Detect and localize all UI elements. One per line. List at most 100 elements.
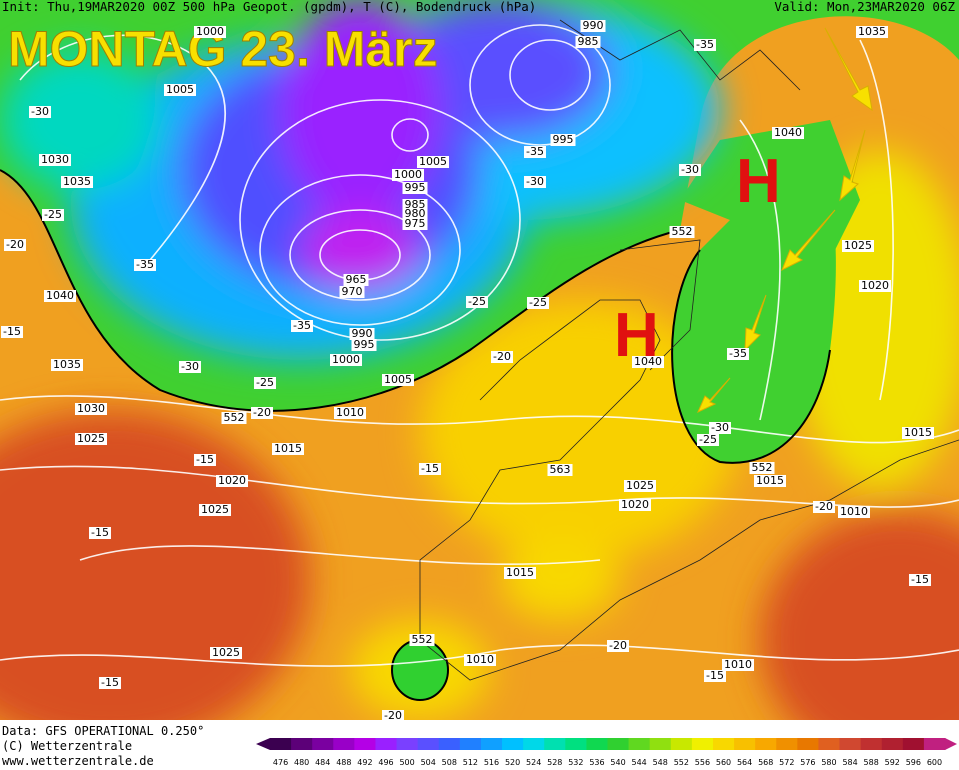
contour-label-box <box>772 127 804 139</box>
contour-label: -20 <box>609 639 627 652</box>
contour-label-box <box>291 320 313 332</box>
contour-label: -25 <box>468 295 486 308</box>
contour-label: 552 <box>412 633 433 646</box>
colorbar-tick-label: 572 <box>779 758 794 767</box>
contour-label-box <box>550 134 576 146</box>
contour-label-box <box>216 475 248 487</box>
contour-label: -15 <box>421 462 439 475</box>
contour-label: 1005 <box>166 83 194 96</box>
colorbar-tick-label: 516 <box>484 758 499 767</box>
contour-label-box <box>504 567 536 579</box>
contour-label: 1040 <box>634 355 662 368</box>
contour-label: 1025 <box>844 239 872 252</box>
contour-label-box <box>524 146 546 158</box>
contour-label: 995 <box>354 338 375 351</box>
contour-label-box <box>343 274 369 286</box>
colorbar-tick-label: 488 <box>336 758 351 767</box>
contour-label-box <box>402 218 428 230</box>
contour-label-box <box>61 176 93 188</box>
contour-label: 1025 <box>626 479 654 492</box>
contour-label: -30 <box>31 105 49 118</box>
contour-label-box <box>669 226 695 238</box>
contour-label-box <box>524 176 546 188</box>
contour-label: -20 <box>493 350 511 363</box>
colorbar-tick-label: 540 <box>610 758 625 767</box>
contour-label-box <box>339 286 365 298</box>
contour-label: 1010 <box>724 658 752 671</box>
colorbar-end <box>256 738 270 750</box>
contour-label: 552 <box>672 225 693 238</box>
contour-label-box <box>44 290 76 302</box>
contour-label: 965 <box>346 273 367 286</box>
contour-label-box <box>194 454 216 466</box>
contour-label: 1015 <box>274 442 302 455</box>
footer-copyright: (C) Wetterzentrale <box>2 739 132 753</box>
contour-label: 552 <box>752 461 773 474</box>
contour-label-box <box>89 527 111 539</box>
contour-label-box <box>29 106 51 118</box>
contour-label: -30 <box>681 163 699 176</box>
contour-label-box <box>99 677 121 689</box>
colorbar-tick-label: 484 <box>315 758 330 767</box>
contour-label-box <box>349 328 375 340</box>
contour-label: 985 <box>578 35 599 48</box>
contour-label: 1015 <box>904 426 932 439</box>
colorbar-tick-label: 568 <box>758 758 773 767</box>
contour-label: 1000 <box>332 353 360 366</box>
contour-label-box <box>491 351 513 363</box>
colorbar-swatch <box>670 738 693 750</box>
colorbar-swatch <box>544 738 566 750</box>
contour-label: 1010 <box>336 406 364 419</box>
contour-label: 1035 <box>53 358 81 371</box>
colorbar-tick-label: 536 <box>589 758 604 767</box>
colorbar-swatch <box>776 738 798 750</box>
colorbar-tick-label: 480 <box>294 758 309 767</box>
contour-label: 995 <box>405 181 426 194</box>
colorbar-tick-label: 512 <box>463 758 478 767</box>
contour-label-box <box>902 427 934 439</box>
contour-label: 1020 <box>621 498 649 511</box>
contour-label-box <box>254 377 276 389</box>
contour-label-box <box>709 422 731 434</box>
contour-label: -30 <box>711 421 729 434</box>
contour-label-box <box>210 647 242 659</box>
colorbar-tick-label: 504 <box>421 758 436 767</box>
contour-label-box <box>607 640 629 652</box>
contour-label: 1020 <box>218 474 246 487</box>
contour-label: -25 <box>699 433 717 446</box>
contour-label-box <box>42 209 64 221</box>
colorbar-swatch <box>734 738 756 750</box>
colorbar-tick-label: 564 <box>737 758 752 767</box>
colorbar-swatch <box>923 738 946 750</box>
colorbar-swatch <box>333 738 355 750</box>
contour-label: 1015 <box>756 474 784 487</box>
contour-label: 1035 <box>63 175 91 188</box>
contour-label: -20 <box>6 238 24 251</box>
contour-label-box <box>4 239 26 251</box>
colorbar-tick-label: 576 <box>800 758 815 767</box>
colorbar-swatch <box>502 738 524 750</box>
contour-label: -35 <box>136 258 154 271</box>
colorbar-swatch <box>438 738 461 750</box>
colorbar-tick-label: 588 <box>864 758 879 767</box>
contour-label-box <box>466 296 488 308</box>
contour-label-box <box>575 36 601 48</box>
contour-label: 1000 <box>196 25 224 38</box>
contour-label: 1005 <box>419 155 447 168</box>
colorbar-swatch <box>354 738 376 750</box>
contour-label-box <box>179 361 201 373</box>
footer-data: Data: GFS OPERATIONAL 0.250° <box>2 724 204 738</box>
colorbar-swatch <box>586 738 608 750</box>
contour-label: -15 <box>91 526 109 539</box>
colorbar-tick-label: 532 <box>568 758 583 767</box>
contour-label: 1020 <box>861 279 889 292</box>
contour-label-box <box>464 654 496 666</box>
colorbar-swatch <box>459 738 482 750</box>
contour-label: -30 <box>526 175 544 188</box>
contour-label-box <box>334 407 366 419</box>
header-valid: Valid: Mon,23MAR2020 06Z <box>774 0 955 14</box>
contour-label: 1010 <box>840 505 868 518</box>
colorbar-swatch <box>712 738 735 750</box>
colorbar-tick-label: 592 <box>885 758 900 767</box>
colorbar-swatch <box>291 738 313 750</box>
